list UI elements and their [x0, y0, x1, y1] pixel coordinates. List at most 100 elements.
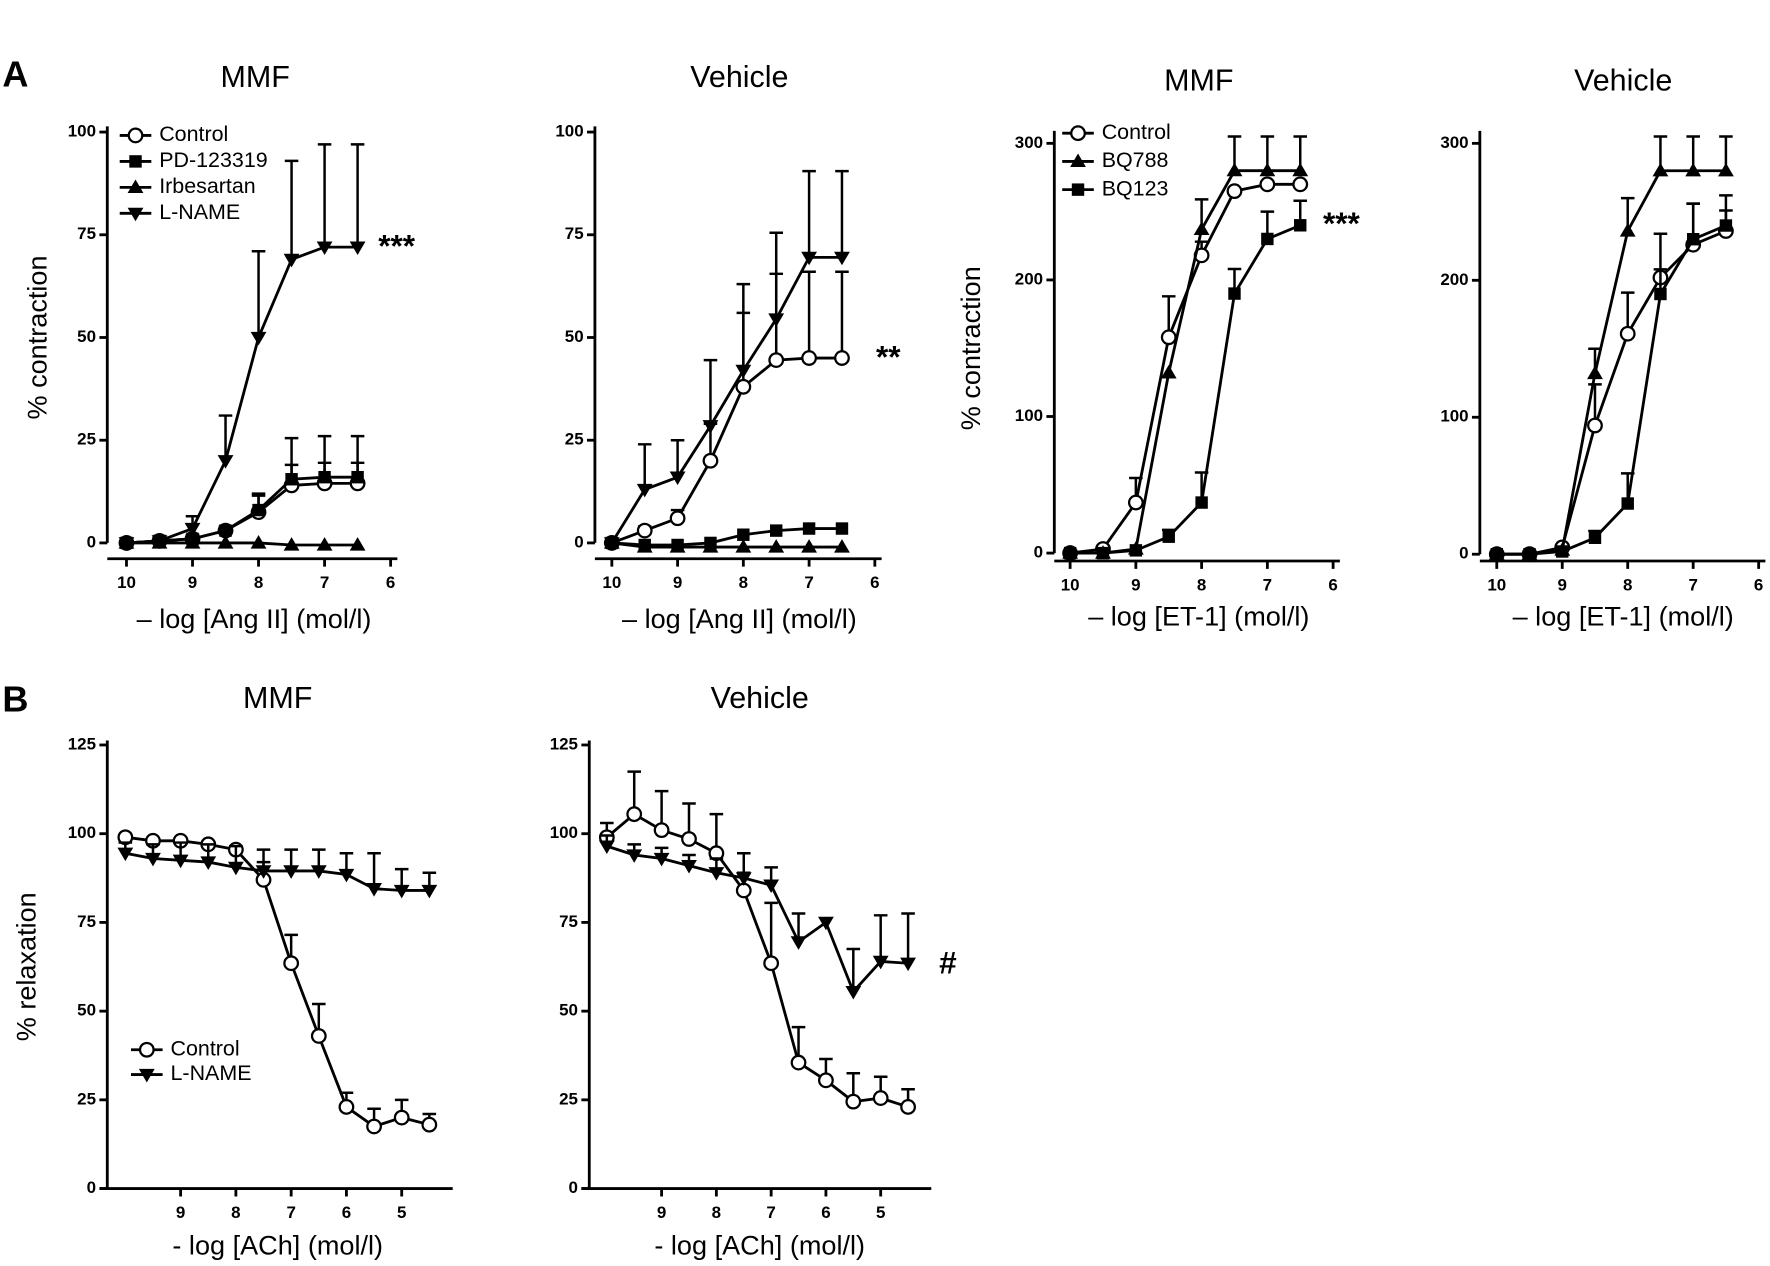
y-tick-label: 0	[1034, 543, 1043, 562]
chart-title: Vehicle	[711, 681, 809, 715]
marker	[835, 522, 849, 535]
marker	[681, 831, 697, 847]
marker	[626, 849, 643, 863]
marker	[1160, 329, 1177, 346]
legend-label: Control	[159, 122, 228, 146]
y-tick-label: 125	[68, 734, 96, 753]
y-tick-label: 0	[574, 532, 583, 551]
chart-title: MMF	[243, 681, 312, 715]
legend-marker	[127, 207, 144, 222]
marker	[1096, 546, 1110, 560]
marker	[626, 806, 643, 823]
y-tick-label: 0	[87, 532, 96, 551]
marker	[250, 535, 267, 549]
series-line	[610, 255, 842, 544]
error-bar	[350, 143, 365, 248]
marker	[669, 510, 686, 527]
marker	[872, 955, 889, 970]
x-tick-label: 8	[231, 1203, 240, 1222]
x-tick-label: 7	[286, 1203, 295, 1222]
legend-label: Control	[1102, 120, 1171, 144]
error-bar	[901, 912, 915, 964]
marker	[1259, 176, 1276, 193]
marker	[834, 350, 850, 366]
y-tick-label: 100	[68, 823, 96, 842]
y-tick-label: 50	[565, 327, 584, 346]
marker	[1129, 544, 1143, 557]
marker	[1228, 287, 1241, 300]
x-axis-label: – log [Ang II] (mol/l)	[622, 603, 857, 634]
legend-label: PD-123319	[159, 148, 267, 172]
marker	[801, 539, 817, 553]
y-tick-label: 300	[1015, 133, 1043, 152]
error-bar	[846, 947, 861, 992]
x-tick-label: 7	[1688, 575, 1697, 594]
x-tick-label: 7	[1263, 575, 1272, 594]
y-tick-label: 100	[550, 823, 578, 842]
marker	[768, 352, 785, 368]
marker	[117, 847, 134, 862]
marker	[818, 1072, 834, 1089]
x-tick-label: 5	[876, 1203, 885, 1222]
x-tick-label: 9	[657, 1203, 666, 1222]
marker	[393, 1109, 410, 1126]
marker	[1652, 162, 1669, 177]
marker	[834, 251, 850, 266]
legend-marker	[1070, 153, 1086, 168]
marker	[1523, 548, 1536, 561]
marker	[1685, 162, 1702, 177]
y-tick-label: 75	[565, 224, 584, 243]
marker	[900, 1099, 916, 1115]
x-tick-label: 6	[1328, 575, 1337, 594]
annotation: ***	[378, 228, 416, 264]
marker	[1160, 364, 1177, 379]
error-bar	[802, 169, 816, 258]
marker	[421, 1116, 438, 1133]
y-axis-label: % contraction	[22, 255, 53, 419]
marker	[219, 524, 232, 537]
annotation: **	[876, 338, 901, 374]
legend-label: L-NAME	[171, 1061, 252, 1085]
marker	[708, 867, 725, 881]
y-tick-label: 25	[559, 1089, 578, 1108]
annotation: #	[939, 944, 957, 980]
marker	[802, 522, 816, 535]
x-tick-label: 10	[117, 573, 136, 592]
marker	[801, 350, 817, 366]
y-tick-label: 100	[68, 122, 96, 141]
error-bar	[764, 901, 778, 964]
marker	[872, 1090, 889, 1106]
marker	[184, 522, 201, 537]
marker	[316, 241, 333, 256]
y-tick-label: 0	[87, 1178, 96, 1197]
marker	[285, 473, 298, 486]
y-tick-label: 50	[77, 327, 96, 346]
error-bar	[317, 143, 332, 248]
marker	[349, 241, 366, 256]
marker	[598, 840, 615, 855]
marker	[763, 955, 780, 972]
marker	[735, 364, 752, 379]
series-line	[611, 356, 842, 545]
legend-label: BQ788	[1102, 148, 1169, 172]
marker	[1619, 223, 1636, 237]
marker	[1686, 233, 1700, 246]
legend-marker	[1071, 183, 1085, 196]
error-bar	[703, 358, 718, 426]
marker	[1619, 325, 1636, 342]
marker	[366, 1118, 382, 1135]
marker	[702, 420, 719, 434]
marker	[338, 1099, 355, 1115]
error-bar	[218, 414, 233, 461]
marker	[283, 955, 300, 972]
marker	[250, 331, 267, 346]
marker	[834, 539, 850, 553]
x-tick-label: 8	[712, 1203, 721, 1222]
x-tick-label: 7	[804, 573, 813, 592]
marker	[283, 537, 300, 551]
marker	[252, 503, 265, 517]
error-bar	[350, 434, 365, 478]
marker	[790, 936, 807, 950]
legend-label: Control	[171, 1036, 240, 1060]
